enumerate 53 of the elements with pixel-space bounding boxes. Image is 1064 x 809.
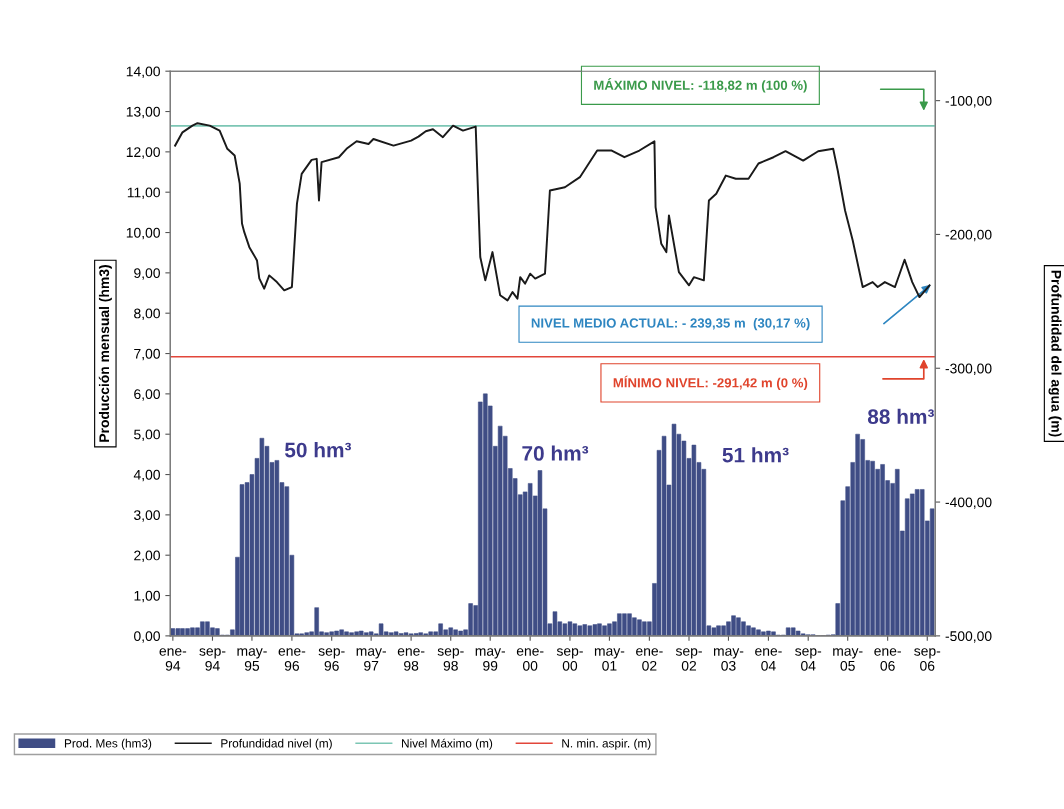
x-tick-label: ene-98 [397,648,425,671]
y-tick-label: 2,00 [134,550,160,563]
legend-label: Prod. Mes (hm3) [64,738,152,750]
annotation: 51 hm³ [722,447,789,463]
y-tick-label: 1,00 [134,590,160,603]
legend-label: Nivel Máximo (m) [402,738,493,750]
y-axis-title: Producción mensual (hm3) [98,265,112,442]
y-tick-label: 14,00 [126,66,160,78]
x-tick-label: ene-94 [159,648,187,671]
y-tick-label: 12,00 [126,147,160,159]
legend-label: Profundidad nivel (m) [221,738,332,750]
annotation: MÁXIMO NIVEL: -118,82 m (100 %) [594,78,807,93]
annotation: NIVEL MEDIO ACTUAL: - 239,35 m (30,17 %) [531,318,810,331]
x-tick-label: sep-06 [914,648,941,671]
y-tick-label: 10,00 [126,227,160,240]
x-tick-label: may-97 [356,648,386,671]
y-tick-label: 11,00 [127,187,160,200]
x-tick-label: sep-94 [199,648,226,671]
x-tick-label: may-95 [237,648,267,671]
x-tick-label: sep-98 [437,648,464,671]
x-tick-label: may-05 [833,648,863,671]
y-tick-label: 6,00 [134,389,160,401]
x-tick-label: ene-96 [278,648,306,671]
x-tick-label: ene-04 [755,648,782,671]
annotation: 50 hm³ [284,442,352,458]
annotation: 88 hm³ [867,408,934,425]
x-tick-label: ene-00 [516,648,544,671]
y-tick-label: 5,00 [134,429,160,442]
x-tick-label: may-03 [713,648,744,671]
x-tick-label: sep-96 [318,648,345,671]
x-tick-label: ene-06 [874,648,901,671]
y2-tick-label: -200,00 [945,229,992,242]
y2-tick-label: -500,00 [945,631,992,643]
y-tick-label: 8,00 [134,308,160,321]
x-tick-label: sep-04 [795,648,822,671]
annotation: MÍNIMO NIVEL: -291,42 m (0 %) [613,375,808,391]
y-tick-label: 0,00 [134,631,160,643]
legend-label: N. min. aspir. (m) [562,738,651,750]
x-tick-label: sep-02 [675,648,702,671]
annotation: 70 hm³ [522,445,589,461]
y2-tick-label: -300,00 [945,363,992,376]
y2-axis-title: Profundidad del agua (m) [1048,270,1062,437]
y-tick-label: 9,00 [134,268,160,280]
x-tick-label: may-01 [594,648,625,671]
x-tick-label: ene-02 [636,648,663,671]
y-tick-label: 4,00 [133,469,160,482]
y2-tick-label: -400,00 [945,497,992,509]
y-tick-label: 7,00 [134,348,160,361]
x-tick-label: may-99 [475,648,506,671]
y-tick-label: 3,00 [134,510,160,522]
y2-tick-label: -100,00 [945,95,992,108]
y-tick-label: 13,00 [126,106,160,119]
x-tick-label: sep-00 [556,648,583,671]
